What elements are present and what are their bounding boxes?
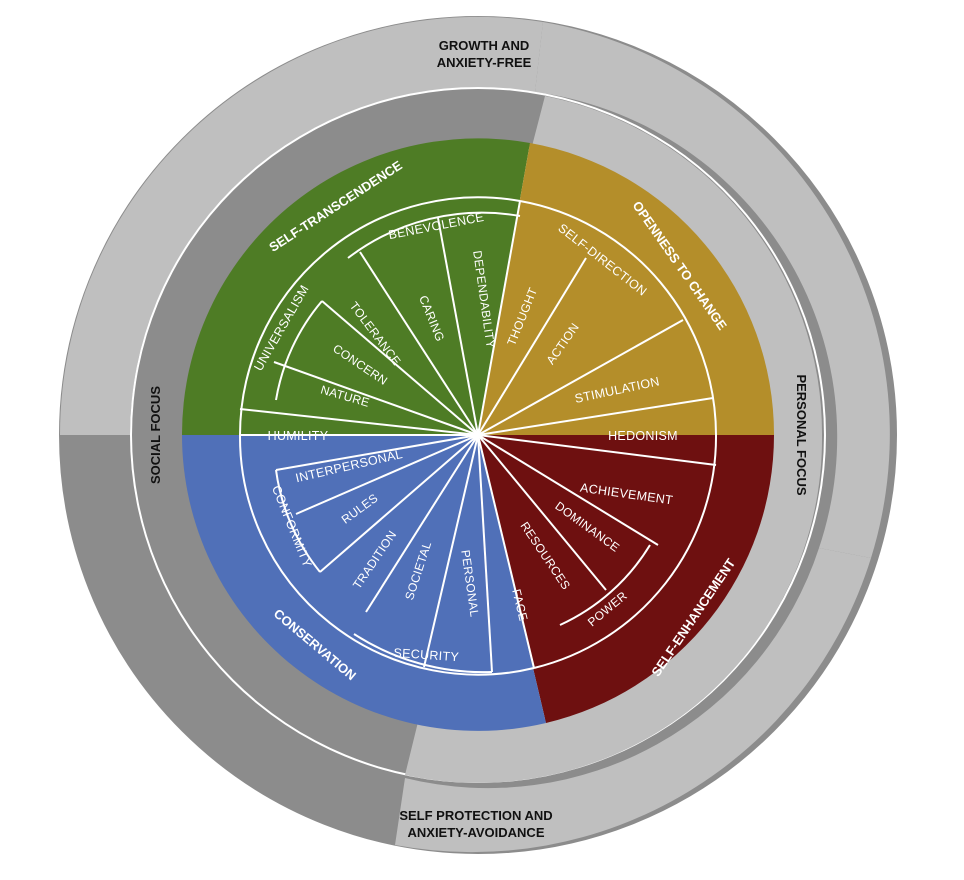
domain-quadrants [181,138,775,731]
ring-labels: GROWTH AND ANXIETY-FREE SELF PROTECTION … [148,38,809,840]
outer-ring-edge [57,14,899,856]
divider [239,408,479,436]
divider [365,434,479,613]
self-protection-label-line-1: SELF PROTECTION AND [399,808,552,823]
growth-ring-segment [59,16,543,436]
divider [319,434,479,573]
divider [275,434,479,471]
self-protection-label-line-2: ANXIETY-AVOIDANCE [408,825,545,840]
conservation-quadrant [182,435,546,731]
self-protection-ring-segment [395,548,871,853]
growth-label-line-1: GROWTH AND [439,38,530,53]
divider [477,200,521,436]
inner-light-segment-2 [405,435,823,783]
personal-focus-label: PERSONAL FOCUS [794,374,809,495]
divider [477,319,684,436]
divider [477,397,714,436]
inner-light-segment [531,96,823,435]
divider [477,434,659,546]
co-inner-arc [238,434,535,676]
dividers [238,196,718,676]
divider [477,434,535,669]
benevolence-arc [347,211,521,259]
divider [423,434,479,668]
conformity-arc [275,469,321,573]
openness-quadrant [478,143,775,435]
universalism-arc [275,300,323,401]
center-point [475,432,481,438]
security-label: SECURITY [393,646,460,665]
divider [273,361,479,436]
oc-inner-arc [519,200,717,436]
humility-label: HUMILITY [268,429,329,443]
divider [295,434,479,515]
self-enhancement-quadrant [478,435,774,723]
divider [359,251,479,436]
se-inner-arc [533,434,718,669]
st-inner-arc [239,196,521,436]
social-focus-label: SOCIAL FOCUS [148,386,163,484]
divider [477,434,493,673]
security-arc [353,633,493,674]
divider [477,434,717,466]
hedonism-label: HEDONISM [608,429,678,443]
divider [477,257,587,436]
divider [321,300,479,436]
power-arc [559,544,651,626]
divider [477,434,607,591]
divider [437,217,479,436]
growth-label-line-2: ANXIETY-FREE [437,55,532,70]
personal-focus-ring-segment [535,22,890,558]
self-transcendence-quadrant [181,138,530,435]
